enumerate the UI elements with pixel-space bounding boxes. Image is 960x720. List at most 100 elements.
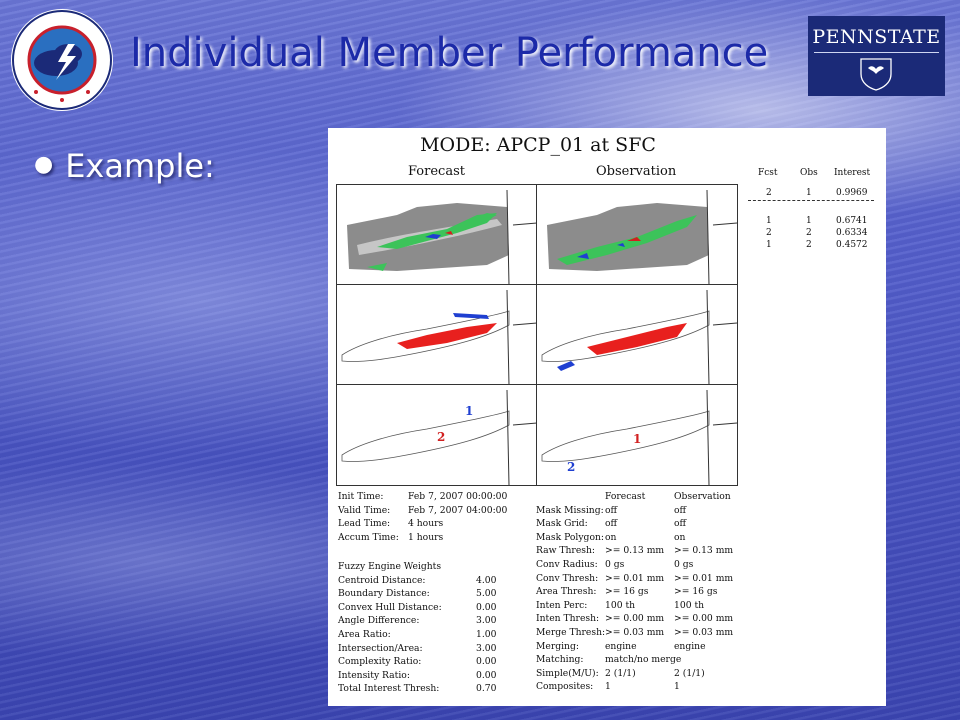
setting-label: Matching:: [536, 654, 584, 666]
interest-row-2-obs: 2: [806, 228, 812, 238]
interest-row-3-obs: 2: [806, 240, 812, 250]
setting-observation-value: >= 0.03 mm: [674, 626, 734, 638]
setting-observation-value: >= 0.00 mm: [674, 613, 734, 625]
setting-forecast-value: >= 0.01 mm: [605, 572, 665, 584]
setting-label: Area Thresh:: [536, 586, 597, 598]
setting-forecast-value: off: [605, 504, 618, 516]
setting-forecast-value: >= 0.03 mm: [605, 626, 665, 638]
lead-time-value: 4 hours: [408, 518, 444, 530]
time-info-values: Feb 7, 2007 00:00:00 Feb 7, 2007 04:00:0…: [408, 490, 507, 544]
settings-header-observation: Observation: [674, 491, 731, 502]
settings-header-blank: [536, 490, 605, 504]
interest-header-obs: Obs: [800, 168, 818, 178]
setting-observation-value: 2 (1/1): [674, 667, 705, 679]
setting-label: Mask Polygon:: [536, 531, 604, 543]
interest-row-3-value: 0.4572: [836, 240, 868, 250]
weight-label: Boundary Distance:: [338, 588, 430, 600]
setting-label: Simple(M/U):: [536, 667, 599, 679]
lead-time-label: Lead Time:: [338, 518, 391, 530]
setting-forecast-value: 0 gs: [605, 558, 625, 570]
figure-title: MODE: APCP_01 at SFC: [420, 134, 656, 156]
weight-value: 5.00: [476, 588, 497, 600]
forecast-object-1-label: 1: [465, 404, 473, 418]
bullet-dot-icon: ●: [34, 152, 54, 177]
setting-forecast-value: match/no merge: [605, 654, 682, 666]
weight-value: 3.00: [476, 615, 497, 627]
setting-label: Mask Missing:: [536, 504, 604, 516]
setting-label: Merging:: [536, 640, 579, 652]
accum-time-value: 1 hours: [408, 531, 444, 543]
weight-label: Intersection/Area:: [338, 642, 423, 654]
setting-label: Merge Thresh:: [536, 626, 606, 638]
setting-observation-value: off: [674, 504, 687, 516]
setting-observation-value: on: [674, 531, 686, 543]
setting-forecast-value: >= 16 gs: [605, 586, 649, 598]
weight-label: Convex Hull Distance:: [338, 601, 442, 613]
time-info-labels: Init Time: Valid Time: Lead Time: Accum …: [338, 490, 399, 544]
setting-label: Inten Thresh:: [536, 613, 600, 625]
weight-value: 0.00: [476, 669, 497, 681]
weight-value: 4.00: [476, 574, 497, 586]
interest-row-1-obs: 1: [806, 216, 812, 226]
weight-label: Total Interest Thresh:: [338, 683, 440, 695]
settings-labels: Mask Missing: Mask Grid: Mask Polygon: R…: [536, 490, 605, 694]
setting-forecast-value: engine: [605, 640, 637, 652]
weights-values: 4.00 5.00 0.00 3.00 1.00 3.00 0.00 0.00 …: [476, 560, 496, 696]
observation-raw-map: [536, 184, 738, 286]
interest-header-interest: Interest: [834, 168, 871, 178]
bullet-example: ● Example:: [34, 147, 215, 185]
settings-observation-values: Observation off off on >= 0.13 mm 0 gs >…: [674, 490, 733, 694]
forecast-outline-map: 1 2: [336, 384, 538, 486]
setting-label: Composites:: [536, 681, 594, 693]
weight-value: 0.00: [476, 656, 497, 668]
interest-top-fcst: 2: [766, 188, 772, 198]
settings-forecast-values: Forecast off off on >= 0.13 mm 0 gs >= 0…: [605, 490, 681, 694]
slide-title: Individual Member Performance: [130, 30, 769, 76]
logo-rule: [814, 52, 939, 53]
weight-label: Area Ratio:: [338, 628, 391, 640]
setting-label: Mask Grid:: [536, 518, 588, 530]
valid-time-value: Feb 7, 2007 04:00:00: [408, 504, 508, 516]
mode-figure: MODE: APCP_01 at SFC Forecast Observatio…: [328, 128, 886, 706]
observation-object-1-label: 1: [633, 432, 641, 446]
setting-label: Raw Thresh:: [536, 545, 595, 557]
weight-value: 0.70: [476, 683, 497, 695]
observation-object-2-label: 2: [567, 460, 575, 474]
setting-label: Inten Perc:: [536, 599, 588, 611]
interest-row-2-value: 0.6334: [836, 228, 868, 238]
weight-value: 3.00: [476, 642, 497, 654]
weight-value: 1.00: [476, 628, 497, 640]
interest-header-fcst: Fcst: [758, 168, 778, 178]
setting-observation-value: engine: [674, 640, 706, 652]
setting-forecast-value: >= 0.13 mm: [605, 545, 665, 557]
weights-labels: Fuzzy Engine Weights Centroid Distance: …: [338, 560, 442, 696]
setting-observation-value: 0 gs: [674, 558, 694, 570]
setting-label: Conv Thresh:: [536, 572, 599, 584]
setting-forecast-value: 2 (1/1): [605, 667, 636, 679]
weights-title: Fuzzy Engine Weights: [338, 561, 442, 572]
setting-forecast-value: on: [605, 531, 617, 543]
bullet-text: Example:: [65, 147, 215, 185]
setting-observation-value: >= 16 gs: [674, 586, 718, 598]
setting-forecast-value: off: [605, 518, 618, 530]
weight-value: 0.00: [476, 601, 497, 613]
init-time-value: Feb 7, 2007 00:00:00: [408, 491, 508, 502]
weight-label: Complexity Ratio:: [338, 656, 422, 668]
setting-observation-value: >= 0.13 mm: [674, 545, 734, 557]
accum-time-label: Accum Time:: [338, 531, 399, 543]
observation-objects-map: [536, 284, 738, 386]
interest-row-3-fcst: 1: [766, 240, 772, 250]
weight-label: Intensity Ratio:: [338, 669, 410, 681]
forecast-objects-map: [336, 284, 538, 386]
init-time-label: Init Time:: [338, 491, 384, 502]
setting-observation-value: [674, 653, 733, 667]
setting-observation-value: 1: [674, 681, 680, 693]
interest-row-1-value: 0.6741: [836, 216, 868, 226]
forecast-column-header: Forecast: [408, 164, 465, 179]
pennstate-wordmark: PENNSTATE: [812, 26, 941, 48]
interest-top-obs: 1: [806, 188, 812, 198]
observation-column-header: Observation: [596, 164, 677, 179]
setting-forecast-value: >= 0.00 mm: [605, 613, 665, 625]
interest-divider: [748, 200, 874, 201]
pennstate-logo: PENNSTATE: [808, 16, 945, 96]
